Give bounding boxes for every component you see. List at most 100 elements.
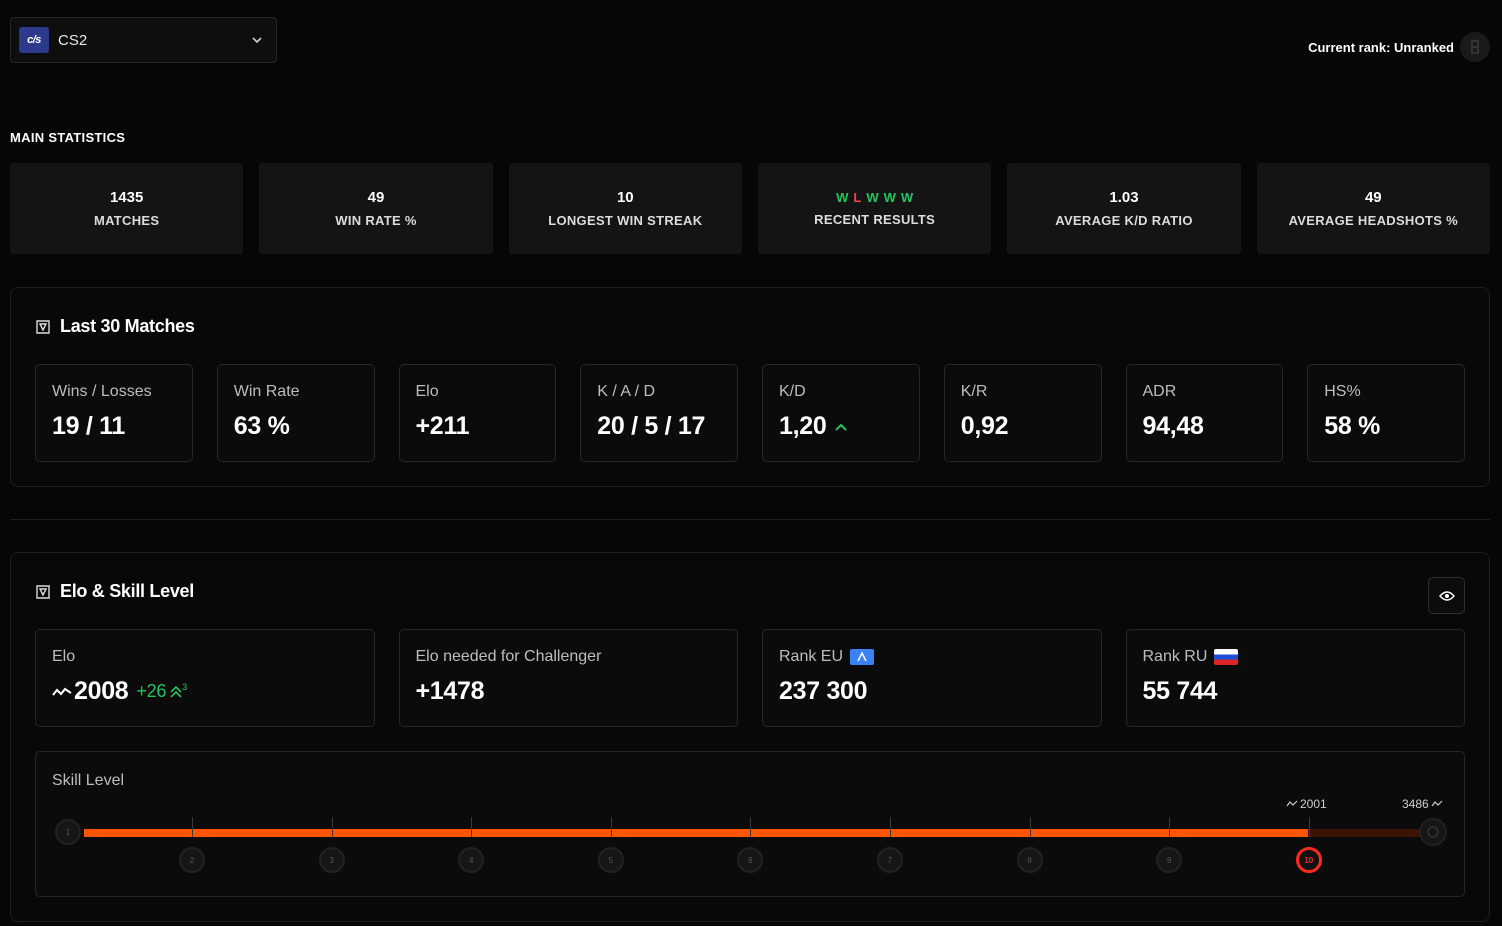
skill-level-tick: [192, 817, 193, 837]
ru-flag-icon: [1214, 649, 1239, 665]
result-loss: L: [853, 190, 862, 205]
last-matches-metrics: Wins / Losses 19 / 11 Win Rate 63 % Elo …: [35, 364, 1465, 462]
rank-eu-card: Rank EU 237 300: [762, 629, 1102, 727]
metric-label: Elo: [415, 383, 439, 400]
recent-results: W L W W W: [836, 190, 913, 205]
trend-icon: [1286, 800, 1298, 807]
metric-label: K/R: [960, 383, 988, 400]
metric-kad: K / A / D 20 / 5 / 17: [580, 364, 738, 462]
metric-label: HS%: [1324, 383, 1361, 400]
skill-level-8-icon: 8: [1016, 847, 1043, 873]
elo-skill-panel: Elo & Skill Level Elo 2008 +26 3 Elo nee…: [10, 552, 1490, 922]
result-win: W: [900, 190, 914, 205]
stat-card-average-kd: 1.03 AVERAGE K/D RATIO: [1007, 163, 1241, 254]
skill-level-3-icon: 3: [318, 847, 345, 873]
main-statistics-title: MAIN STATISTICS: [10, 130, 126, 145]
rank-ru-card: Rank RU 55 744: [1125, 629, 1465, 727]
elo-delta-sup: 3: [182, 681, 187, 692]
max-elo-marker: 3486: [1402, 797, 1443, 811]
skill-level-tick: [1308, 817, 1310, 837]
metric-value: 237 300: [779, 677, 868, 705]
metric-label: K/D: [779, 383, 806, 400]
stat-label: LONGEST WIN STREAK: [548, 213, 703, 228]
result-win: W: [866, 190, 879, 205]
elo-delta-value: +26: [136, 681, 167, 701]
skill-level-tick: [750, 817, 752, 837]
faceit-icon: [36, 319, 50, 334]
result-win: W: [883, 190, 896, 205]
skill-level-box: Skill Level 2001 3486 1 2 3 4 5 6 7 8 9 10: [35, 751, 1465, 897]
skill-level-7-icon: 7: [877, 847, 903, 873]
game-name: CS2: [58, 31, 88, 49]
skill-level-10-icon: 10: [1295, 847, 1322, 873]
metric-label-row: Rank RU: [1143, 648, 1449, 666]
metric-value: 55 744: [1142, 677, 1218, 705]
stat-card-win-rate: 49 WIN RATE %: [259, 163, 493, 254]
stat-label: AVERAGE HEADSHOTS %: [1288, 213, 1459, 228]
visibility-toggle-button[interactable]: [1428, 577, 1465, 614]
skill-level-9-icon: 9: [1156, 847, 1183, 873]
metric-label-row: Rank EU: [779, 648, 1085, 666]
skill-level-tick: [1169, 817, 1171, 837]
stat-card-recent-results: W L W W W RECENT RESULTS: [757, 163, 992, 254]
metric-label: Elo: [52, 648, 76, 665]
elo-card: Elo 2008 +26 3: [35, 629, 375, 727]
stat-card-matches: 1435 MATCHES: [10, 163, 244, 254]
elo-skill-title: Elo & Skill Level: [35, 581, 194, 602]
metric-value: 0,92: [960, 412, 1009, 440]
panel-title-text: Elo & Skill Level: [60, 581, 194, 601]
metric-value: +211: [415, 412, 470, 440]
metric-label: Rank RU: [1142, 648, 1208, 665]
cs-logo-icon: c/s: [19, 27, 49, 53]
metric-kr: K/R 0,92: [943, 364, 1102, 462]
skill-level-tick: [331, 817, 333, 837]
metric-label: Rank EU: [779, 648, 844, 665]
eu-flag-icon: [850, 649, 875, 665]
skill-level-5-icon: 5: [597, 847, 624, 873]
metric-label: ADR: [1142, 383, 1177, 400]
elo-value-row: 2008 +26 3: [52, 677, 358, 706]
skill-level-1-icon: 1: [55, 819, 81, 845]
stat-value: 1.03: [1109, 189, 1139, 206]
stat-value: 49: [1364, 189, 1382, 206]
metric-value: 20 / 5 / 17: [597, 412, 706, 440]
max-elo-text: 3486: [1402, 797, 1429, 811]
metric-label: Wins / Losses: [52, 383, 152, 400]
skill-level-tick: [1029, 817, 1031, 837]
trend-icon: [1431, 800, 1443, 807]
stat-label: MATCHES: [93, 213, 160, 228]
skill-progress-track: [84, 829, 1420, 837]
elo-cards: Elo 2008 +26 3 Elo needed for Challenger…: [35, 629, 1465, 727]
skill-level-tick: [610, 817, 612, 837]
metric-kd: K/D 1,20: [762, 364, 920, 462]
elo-delta: +26 3: [136, 681, 187, 702]
metric-label: Elo needed for Challenger: [415, 648, 602, 665]
stat-value: 1435: [109, 189, 144, 206]
current-rank-text: Current rank: Unranked: [1308, 39, 1454, 55]
metric-label: Win Rate: [233, 383, 300, 400]
stat-label: RECENT RESULTS: [814, 212, 936, 227]
result-win: W: [836, 190, 849, 205]
elo-trend-icon: [52, 687, 72, 696]
stat-card-longest-win-streak: 10 LONGEST WIN STREAK: [508, 163, 742, 254]
trend-up-icon: [835, 423, 848, 431]
metric-hs: HS% 58 %: [1307, 364, 1465, 462]
elo-value: 2008: [74, 677, 129, 705]
elo-challenger-card: Elo needed for Challenger +1478: [398, 629, 738, 727]
metric-value: 19 / 11: [52, 412, 125, 440]
metric-label: K / A / D: [597, 383, 656, 400]
metric-value-row: 1,20: [779, 412, 903, 441]
stat-label: WIN RATE %: [335, 213, 417, 228]
last-matches-panel: Last 30 Matches Wins / Losses 19 / 11 Wi…: [10, 287, 1490, 487]
metric-value: 1,20: [779, 412, 827, 440]
section-divider: [10, 519, 1490, 520]
current-elo-text: 2001: [1300, 797, 1327, 811]
main-statistics-cards: 1435 MATCHES 49 WIN RATE % 10 LONGEST WI…: [10, 163, 1490, 254]
skill-level-4-icon: 4: [458, 847, 485, 873]
skill-level-label: Skill Level: [52, 772, 125, 789]
skill-level-tick: [471, 817, 473, 837]
double-chevron-up-icon: [170, 685, 182, 698]
stat-value: 49: [367, 189, 385, 206]
game-selector[interactable]: c/s CS2: [10, 17, 277, 63]
faceit-icon: [36, 584, 50, 599]
